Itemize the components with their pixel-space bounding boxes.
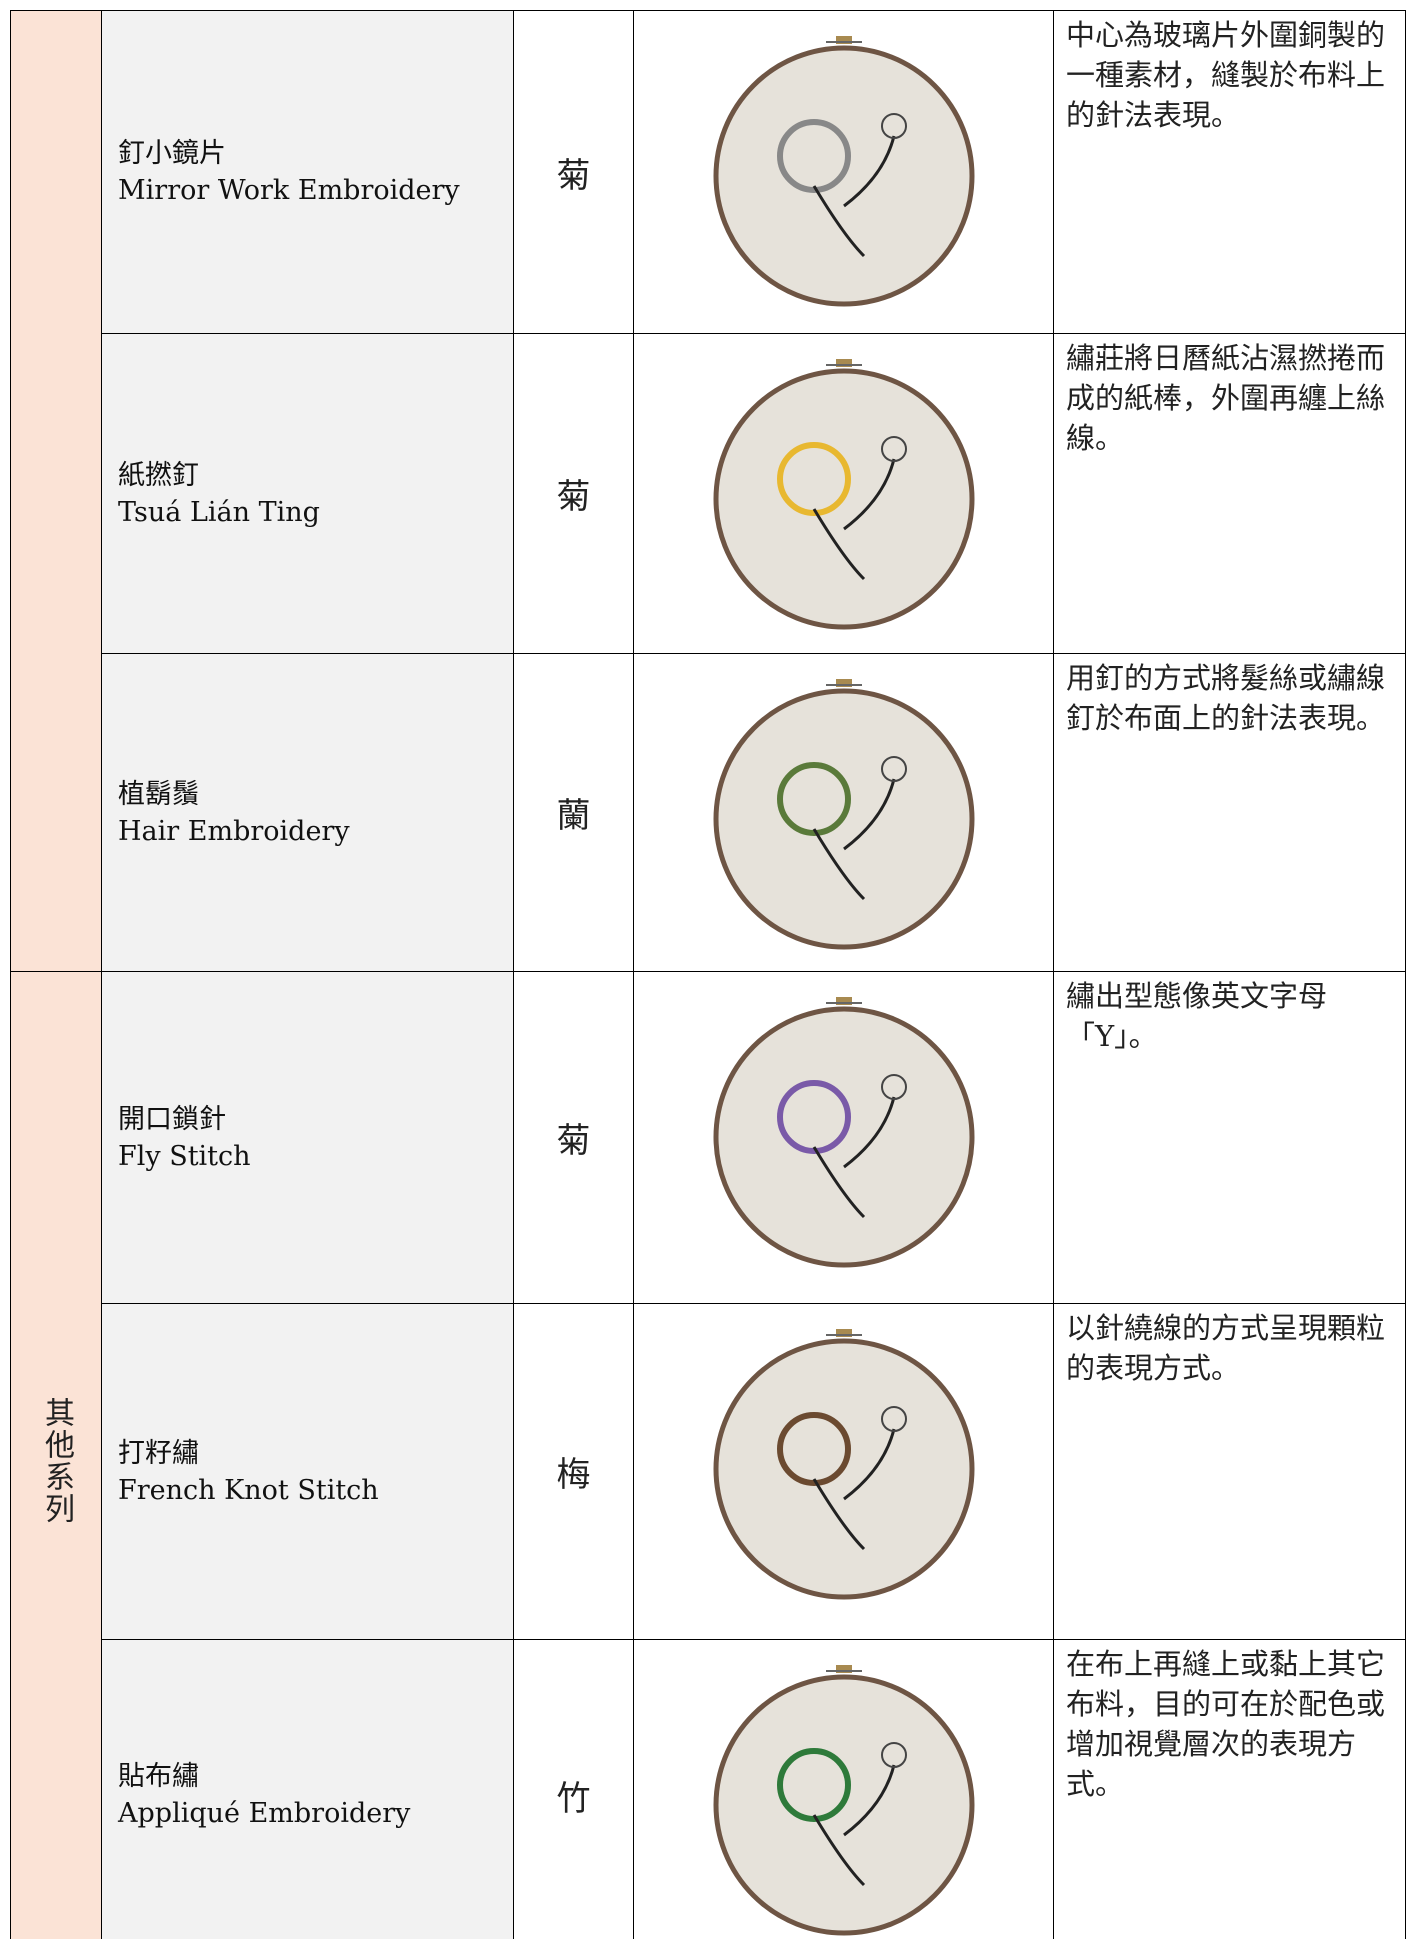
description-cell: 繡出型態像英文字母「Y」。: [1053, 971, 1406, 1304]
flower-cell-text: 菊: [556, 155, 591, 196]
description-cell-text: 中心為玻璃片外圍銅製的一種素材，縫製於布料上的針法表現。: [1066, 18, 1386, 132]
description-cell-text: 以針繞線的方式呈現顆粒的表現方式。: [1066, 1311, 1386, 1385]
embroidery-hoop: [713, 359, 975, 630]
image-cell: [633, 1639, 1054, 1939]
flower-cell: 菊: [513, 333, 634, 654]
embroidery-hoop: [713, 1329, 975, 1600]
embroidery-hoop: [713, 997, 975, 1268]
flower-cell-text: 竹: [556, 1778, 591, 1819]
description-cell: 中心為玻璃片外圍銅製的一種素材，縫製於布料上的針法表現。: [1053, 10, 1406, 334]
name-zh: 紙撚釘: [118, 459, 199, 491]
name-cell: 貼布繡 Appliqué Embroidery: [101, 1639, 514, 1939]
embroidery-hoop: [713, 679, 975, 950]
embroidery-hoop: [713, 36, 975, 307]
name-en: Hair Embroidery: [118, 815, 350, 847]
flower-cell: 竹: [513, 1639, 634, 1939]
description-cell-text: 繡出型態像英文字母「Y」。: [1066, 979, 1328, 1053]
name-zh: 釘小鏡片: [118, 138, 226, 169]
name-cell: 開口鎖針 Fly Stitch: [101, 971, 514, 1304]
image-cell: [633, 1303, 1054, 1640]
embroidery-hoop: [713, 1665, 975, 1936]
name-cell: 植鬍鬚 Hair Embroidery: [101, 653, 514, 972]
name-cell: 紙撚釘 Tsuá Lián Ting: [101, 333, 514, 654]
description-cell-text: 用釘的方式將髮絲或繡線釘於布面上的針法表現。: [1066, 661, 1386, 735]
name-zh: 打籽繡: [118, 1437, 199, 1469]
name-en: Fly Stitch: [118, 1140, 251, 1172]
image-cell: [633, 10, 1054, 334]
image-cell: [633, 653, 1054, 972]
description-cell-text: 在布上再縫上或黏上其它布料，目的可在於配色或增加視覺層次的表現方式。: [1066, 1647, 1386, 1801]
flower-cell: 蘭: [513, 653, 634, 972]
category-cell: 其他系列: [10, 971, 102, 1939]
category-cell-text: 其他系列: [39, 1397, 74, 1525]
name-en: Mirror Work Embroidery: [118, 175, 460, 206]
name-en: Tsuá Lián Ting: [118, 496, 320, 528]
image-cell: [633, 971, 1054, 1304]
name-zh: 貼布繡: [118, 1761, 199, 1792]
name-cell: 釘小鏡片 Mirror Work Embroidery: [101, 10, 514, 334]
name-en: French Knot Stitch: [118, 1474, 379, 1506]
flower-cell: 菊: [513, 971, 634, 1304]
description-cell: 在布上再縫上或黏上其它布料，目的可在於配色或增加視覺層次的表現方式。: [1053, 1639, 1406, 1939]
description-cell: 繡莊將日曆紙沾濕撚捲而成的紙棒，外圍再纏上絲線。: [1053, 333, 1406, 654]
flower-cell-text: 菊: [556, 1121, 591, 1161]
flower-cell: 梅: [513, 1303, 634, 1640]
category-cell: [10, 10, 102, 972]
description-cell-text: 繡莊將日曆紙沾濕撚捲而成的紙棒，外圍再纏上絲線。: [1066, 341, 1386, 455]
flower-cell-text: 蘭: [556, 796, 591, 836]
image-cell: [633, 333, 1054, 654]
flower-cell-text: 梅: [556, 1455, 591, 1495]
name-zh: 開口鎖針: [118, 1103, 226, 1135]
description-cell: 以針繞線的方式呈現顆粒的表現方式。: [1053, 1303, 1406, 1640]
name-cell: 打籽繡 French Knot Stitch: [101, 1303, 514, 1640]
description-cell: 用釘的方式將髮絲或繡線釘於布面上的針法表現。: [1053, 653, 1406, 972]
flower-cell: 菊: [513, 10, 634, 334]
flower-cell-text: 菊: [556, 477, 591, 517]
name-en: Appliqué Embroidery: [118, 1798, 411, 1829]
name-zh: 植鬍鬚: [118, 778, 199, 810]
